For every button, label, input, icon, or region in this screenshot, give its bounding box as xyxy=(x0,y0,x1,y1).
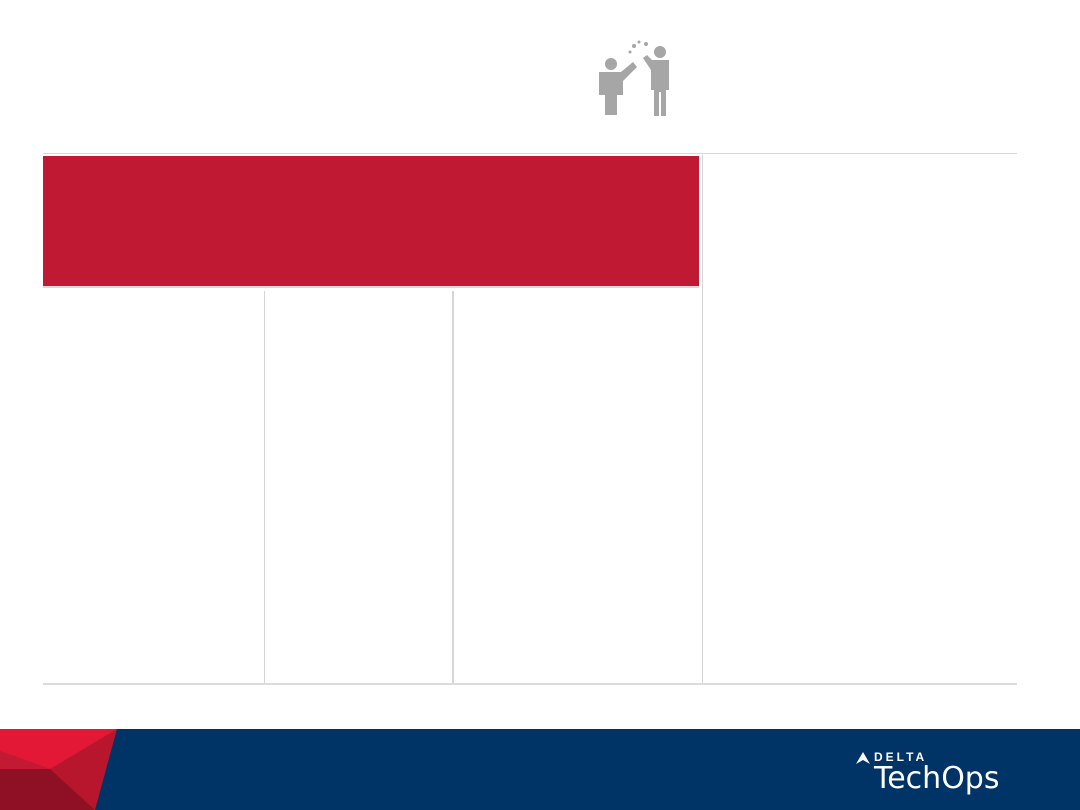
table-top-border xyxy=(43,153,1017,154)
brand-top-text: DELTA xyxy=(874,750,928,764)
table-header-band xyxy=(43,156,699,288)
delta-widget-graphic xyxy=(0,729,117,810)
table-bottom-border xyxy=(43,683,1017,685)
brand-name-text: TechOps xyxy=(874,761,1000,796)
footer-band: DELTA TechOps xyxy=(0,729,1080,810)
delta-techops-logo: DELTA TechOps xyxy=(852,750,1002,800)
people-high-five-icon xyxy=(599,40,669,116)
column-divider-1 xyxy=(264,291,265,683)
column-divider-2 xyxy=(452,291,454,683)
delta-triangle-icon xyxy=(856,752,870,764)
column-divider-3 xyxy=(702,155,703,683)
